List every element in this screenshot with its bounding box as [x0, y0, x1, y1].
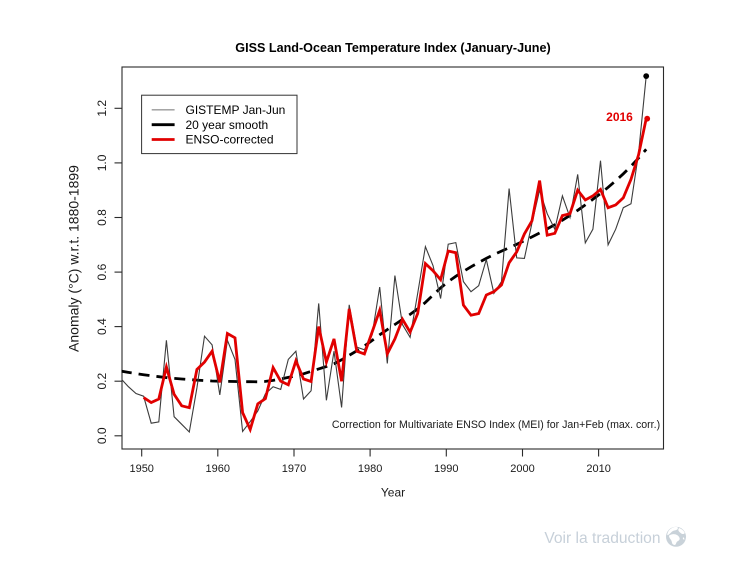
svg-text:GISS Land-Ocean Temperature In: GISS Land-Ocean Temperature Index (Janua…	[235, 41, 550, 55]
svg-text:1.2: 1.2	[95, 100, 109, 117]
svg-text:20 year smooth: 20 year smooth	[186, 118, 269, 132]
svg-text:0.0: 0.0	[95, 427, 109, 444]
svg-text:ENSO-corrected: ENSO-corrected	[186, 133, 274, 147]
svg-text:1.0: 1.0	[95, 154, 109, 171]
svg-text:GISTEMP Jan-Jun: GISTEMP Jan-Jun	[186, 103, 286, 117]
svg-text:1980: 1980	[358, 463, 382, 475]
svg-text:2010: 2010	[586, 463, 610, 475]
svg-text:1960: 1960	[206, 463, 230, 475]
svg-text:Voir la traduction: Voir la traduction	[544, 530, 660, 547]
svg-text:0.2: 0.2	[95, 373, 109, 390]
svg-text:0.8: 0.8	[95, 209, 109, 226]
svg-text:1990: 1990	[434, 463, 458, 475]
svg-text:2016: 2016	[606, 110, 633, 124]
svg-text:1950: 1950	[129, 463, 153, 475]
svg-text:2000: 2000	[510, 463, 534, 475]
svg-text:Anomaly (°C) w.r.t. 1880-1899: Anomaly (°C) w.r.t. 1880-1899	[66, 165, 82, 352]
svg-text:0.6: 0.6	[95, 263, 109, 280]
svg-text:0.4: 0.4	[95, 318, 109, 335]
svg-text:Correction for Multivariate EN: Correction for Multivariate ENSO Index (…	[332, 419, 660, 431]
svg-text:Year: Year	[381, 486, 405, 500]
svg-text:1970: 1970	[282, 463, 306, 475]
